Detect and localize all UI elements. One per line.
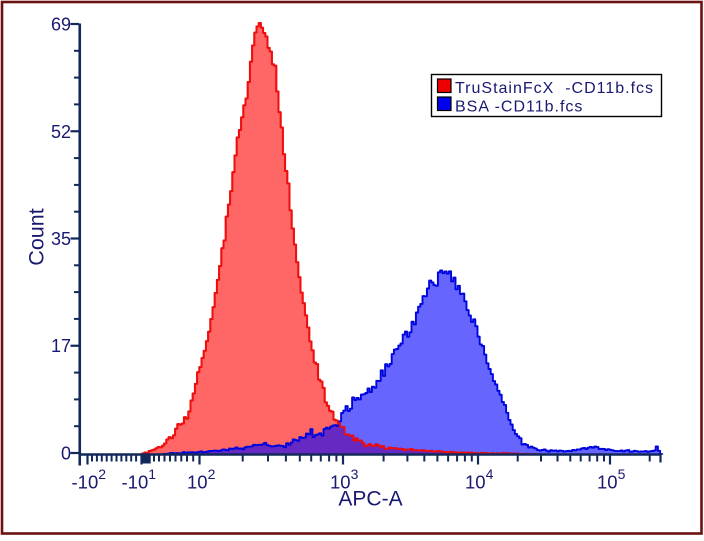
- svg-text:52: 52: [51, 122, 71, 142]
- svg-text:Count: Count: [25, 208, 49, 265]
- svg-text:69: 69: [51, 15, 71, 35]
- svg-text:APC-A: APC-A: [338, 488, 402, 511]
- svg-text:17: 17: [51, 336, 71, 356]
- svg-text:35: 35: [51, 229, 71, 249]
- svg-text:BSA -CD11b.fcs: BSA -CD11b.fcs: [455, 99, 583, 116]
- svg-text:0: 0: [61, 444, 71, 464]
- svg-text:TruStainFcX -CD11b.fcs: TruStainFcX -CD11b.fcs: [455, 80, 654, 97]
